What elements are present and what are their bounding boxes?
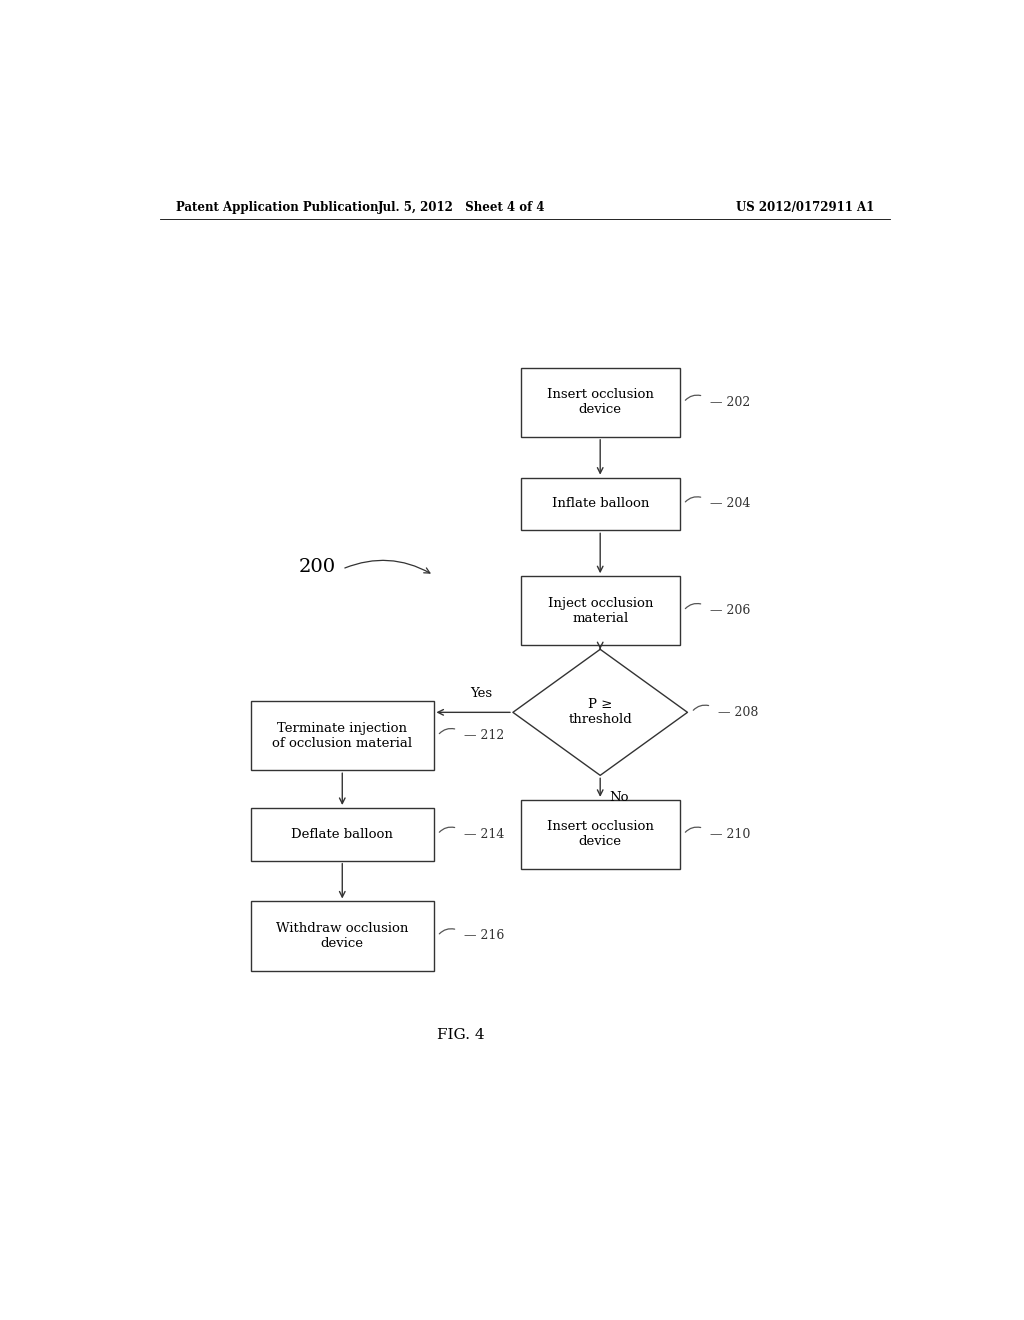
Text: — 208: — 208 [718, 706, 758, 719]
FancyBboxPatch shape [251, 701, 433, 771]
Text: — 210: — 210 [710, 828, 751, 841]
Text: Terminate injection
of occlusion material: Terminate injection of occlusion materia… [272, 722, 413, 750]
Text: Insert occlusion
device: Insert occlusion device [547, 820, 653, 849]
FancyBboxPatch shape [251, 902, 433, 970]
Text: US 2012/0172911 A1: US 2012/0172911 A1 [735, 201, 873, 214]
Text: Inject occlusion
material: Inject occlusion material [548, 597, 653, 624]
Text: No: No [609, 791, 629, 804]
Text: — 206: — 206 [710, 605, 751, 618]
Text: — 216: — 216 [464, 929, 504, 942]
Text: Insert occlusion
device: Insert occlusion device [547, 388, 653, 416]
Text: Yes: Yes [470, 688, 493, 700]
Text: Deflate balloon: Deflate balloon [292, 828, 393, 841]
FancyBboxPatch shape [521, 576, 680, 645]
Text: Jul. 5, 2012   Sheet 4 of 4: Jul. 5, 2012 Sheet 4 of 4 [378, 201, 545, 214]
Text: — 204: — 204 [710, 498, 751, 511]
Text: 200: 200 [299, 558, 336, 576]
Text: — 202: — 202 [710, 396, 750, 409]
Text: — 212: — 212 [464, 729, 504, 742]
FancyBboxPatch shape [521, 368, 680, 437]
FancyBboxPatch shape [521, 800, 680, 869]
FancyBboxPatch shape [521, 478, 680, 531]
Text: P ≥
threshold: P ≥ threshold [568, 698, 632, 726]
Text: — 214: — 214 [464, 828, 504, 841]
Text: FIG. 4: FIG. 4 [437, 1027, 485, 1041]
FancyBboxPatch shape [251, 808, 433, 861]
Text: Inflate balloon: Inflate balloon [552, 498, 649, 511]
Text: Patent Application Publication: Patent Application Publication [176, 201, 378, 214]
Text: Withdraw occlusion
device: Withdraw occlusion device [276, 921, 409, 950]
